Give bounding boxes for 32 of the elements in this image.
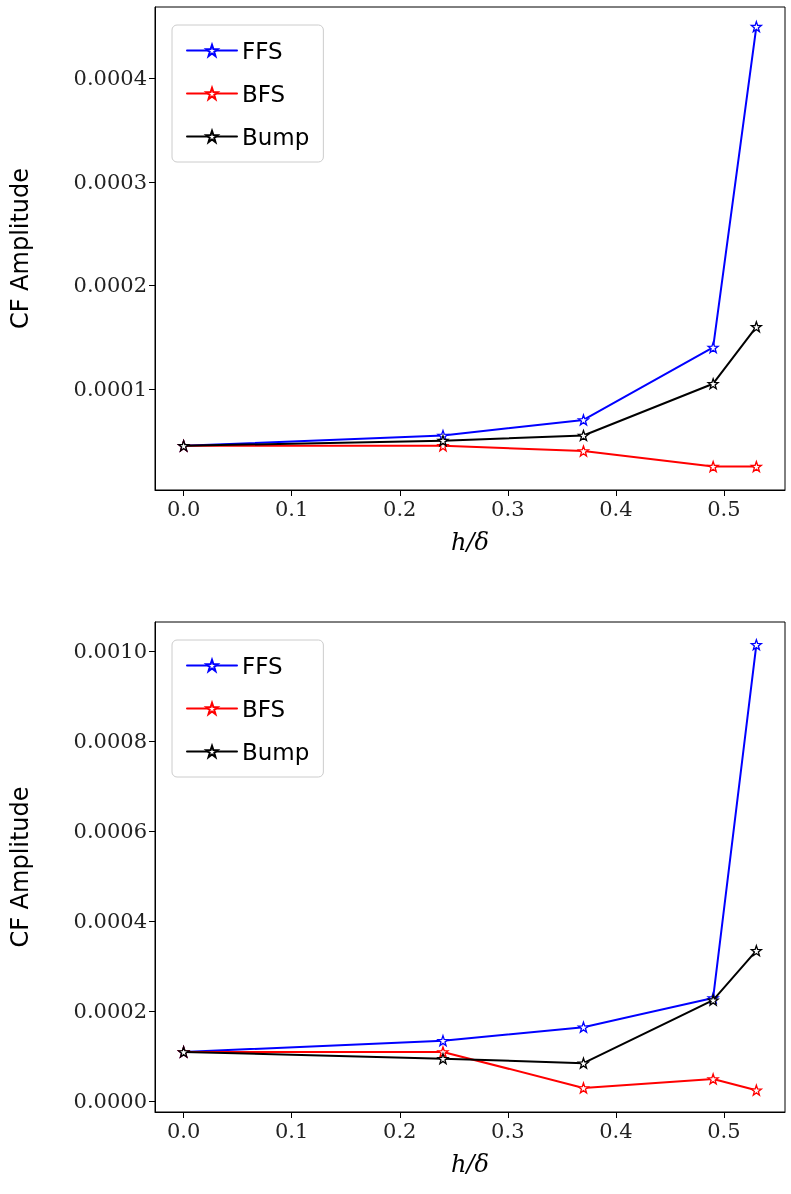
y-tick-label: 0.0008 bbox=[73, 729, 147, 754]
x-tick-label: 0.4 bbox=[599, 496, 633, 521]
y-tick-label: 0.0004 bbox=[73, 909, 147, 934]
y-tick-label: 0.0003 bbox=[73, 169, 147, 194]
y-tick-label: 0.0002 bbox=[73, 999, 147, 1024]
x-axis-title: h/δ bbox=[451, 1150, 489, 1178]
x-tick-label: 0.3 bbox=[491, 496, 525, 521]
x-tick-label: 0.5 bbox=[707, 1118, 741, 1143]
legend-label: FFS bbox=[242, 37, 283, 64]
x-tick-label: 0.4 bbox=[599, 1118, 633, 1143]
y-tick-label: 0.0004 bbox=[73, 66, 147, 91]
x-tick-label: 0.3 bbox=[491, 1118, 525, 1143]
x-tick-label: 0.1 bbox=[274, 1118, 309, 1143]
x-tick-label: 0.5 bbox=[707, 496, 741, 521]
y-tick-label: 0.0002 bbox=[73, 273, 147, 298]
legend-label: Bump bbox=[242, 123, 310, 150]
legend-label: FFS bbox=[242, 652, 283, 679]
y-tick-label: 0.0000 bbox=[73, 1089, 147, 1114]
x-tick-label: 0.0 bbox=[166, 496, 201, 521]
y-axis-title: CF Amplitude bbox=[6, 786, 34, 948]
legend-label: Bump bbox=[242, 738, 310, 765]
y-axis-title: CF Amplitude bbox=[6, 167, 34, 330]
y-tick-label: 0.0010 bbox=[73, 639, 147, 664]
legend-label: BFS bbox=[242, 695, 286, 722]
x-tick-label: 0.0 bbox=[166, 1118, 201, 1143]
x-axis-title: h/δ bbox=[451, 528, 489, 556]
x-tick-label: 0.2 bbox=[383, 1118, 417, 1143]
y-tick-label: 0.0006 bbox=[73, 819, 147, 844]
legend-label: BFS bbox=[242, 80, 286, 107]
y-tick-label: 0.0001 bbox=[73, 376, 147, 401]
x-tick-label: 0.1 bbox=[274, 496, 309, 521]
x-tick-label: 0.2 bbox=[383, 496, 417, 521]
